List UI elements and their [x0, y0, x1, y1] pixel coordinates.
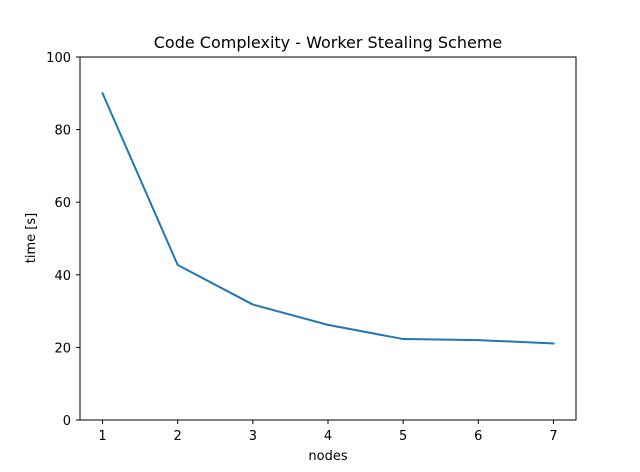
x-axis-label: nodes	[308, 449, 347, 464]
y-axis-label: time [s]	[24, 213, 39, 263]
x-tick-label-2: 2	[174, 429, 182, 444]
y-tick-label-100: 100	[46, 51, 71, 66]
plot-area: 1 2 3 4 5 6 7 0 20 40 60 80 100	[46, 51, 577, 444]
y-tick-label-80: 80	[54, 124, 71, 139]
x-tick-label-5: 5	[399, 429, 407, 444]
y-tick-label-60: 60	[54, 196, 71, 211]
x-tick-label-1: 1	[98, 429, 106, 444]
x-tick-label-6: 6	[474, 429, 482, 444]
x-tick-label-7: 7	[549, 429, 557, 444]
chart-title: Code Complexity - Worker Stealing Scheme	[154, 33, 503, 52]
x-tick-label-4: 4	[324, 429, 332, 444]
plot-frame	[79, 56, 577, 421]
series-line-0	[101, 91, 555, 345]
y-tick-label-40: 40	[54, 269, 71, 284]
x-tick-label-3: 3	[249, 429, 257, 444]
y-tick-label-0: 0	[63, 414, 71, 429]
y-tick-label-20: 20	[54, 341, 71, 356]
